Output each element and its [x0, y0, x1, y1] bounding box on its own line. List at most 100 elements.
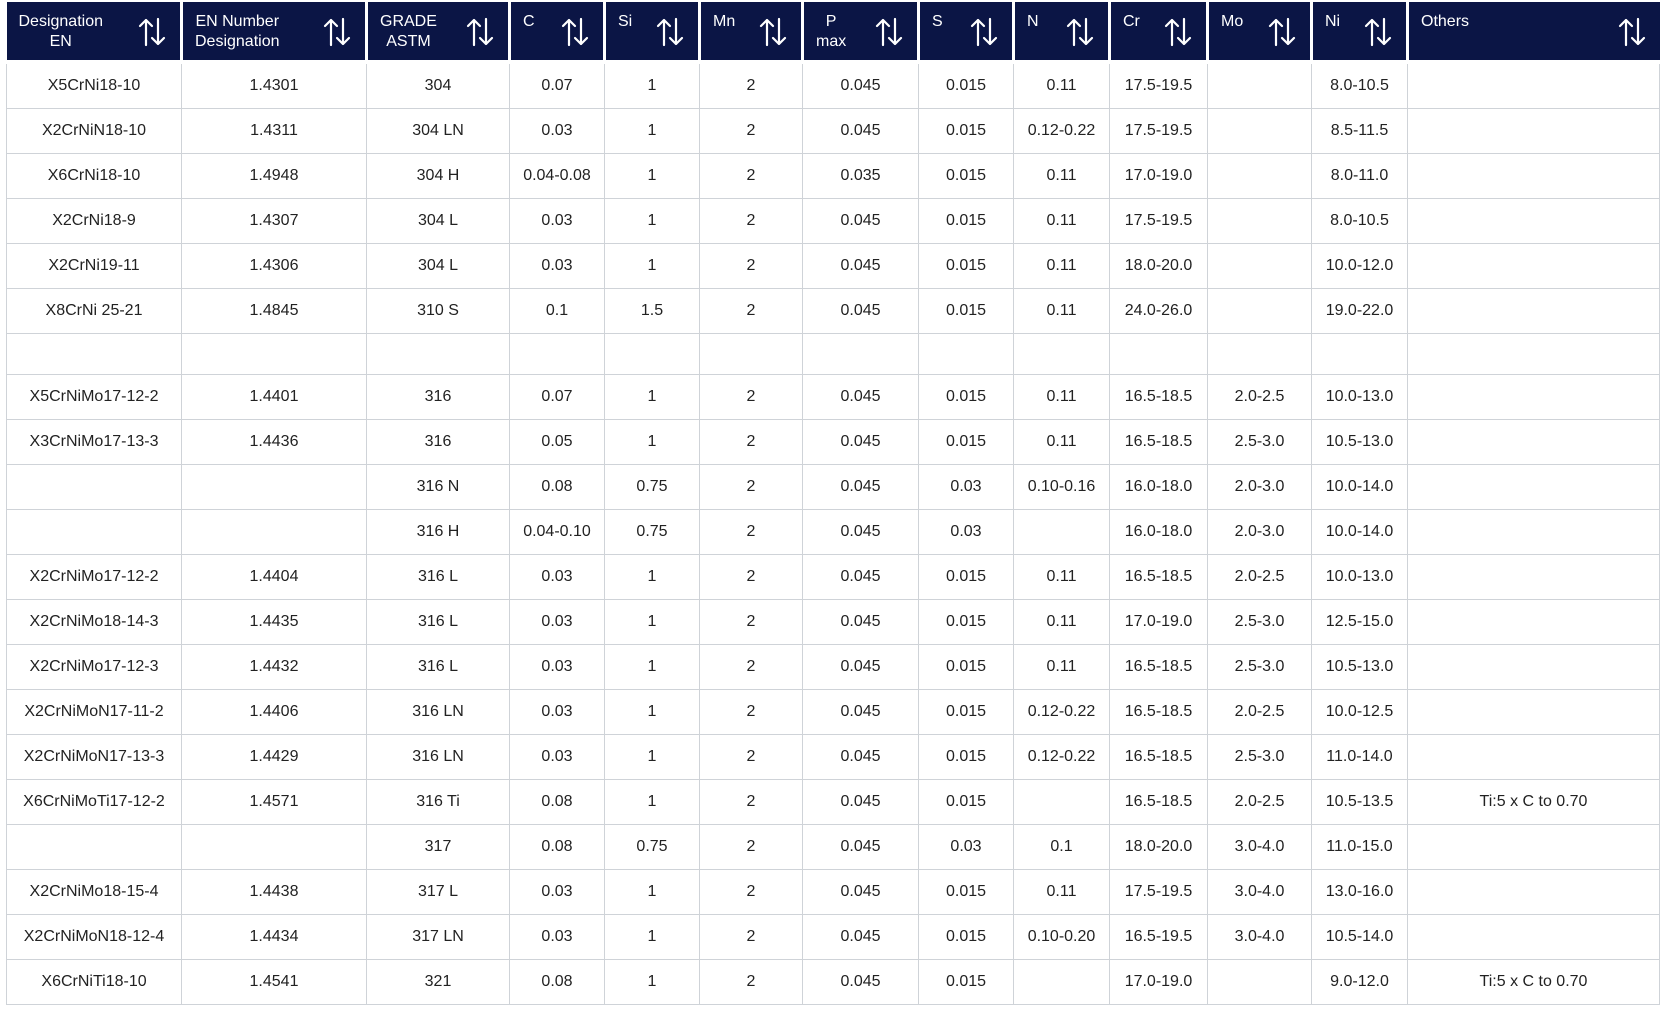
cell-c: 0.04-0.10: [509, 509, 605, 555]
table-row: X6CrNi18-10 1.4948 304 H 0.04-0.08 1 2 0.035 0.…: [6, 153, 1660, 199]
column-header-label: Mo: [1221, 12, 1243, 32]
table-row: X2CrNiMoN17-13-3 1.4429 316 LN 0.03 1 2 0.045 0…: [6, 734, 1660, 780]
cell-mn: 2: [699, 869, 803, 915]
cell-ni: 10.0-14.0: [1311, 464, 1408, 510]
cell-en-number: [181, 464, 367, 510]
column-header-grade-astm[interactable]: GRADE ASTM: [366, 2, 511, 62]
column-header-c[interactable]: C: [509, 2, 606, 62]
cell-mo: 2.0-2.5: [1207, 689, 1312, 735]
column-header-mn[interactable]: Mn: [699, 2, 804, 62]
header-line-2: max: [816, 33, 847, 50]
cell-p-max: 0.045: [802, 554, 919, 600]
sort-arrows-icon[interactable]: [1164, 16, 1192, 48]
column-header-en-number[interactable]: EN Number Designation: [181, 2, 368, 62]
cell-mn: 2: [699, 288, 803, 334]
cell-ni: 8.5-11.5: [1311, 108, 1408, 154]
sort-arrows-icon[interactable]: [323, 16, 351, 48]
cell-mo: [1207, 198, 1312, 244]
cell-grade-astm: 316 H: [366, 509, 510, 555]
sort-arrows-icon[interactable]: [759, 16, 787, 48]
cell-mo: 2.0-3.0: [1207, 464, 1312, 510]
cell-grade-astm: 316 Ti: [366, 779, 510, 825]
table-row: 316 H 0.04-0.10 0.75 2 0.045 0.03 16.0-18.0 2.0…: [6, 509, 1660, 555]
cell-others: [1407, 554, 1660, 600]
cell-designation-en: X6CrNi18-10: [6, 153, 182, 199]
sort-arrows-icon[interactable]: [1364, 16, 1392, 48]
cell-mn: 2: [699, 644, 803, 690]
cell-ni: 9.0-12.0: [1311, 959, 1408, 1005]
sort-arrows-icon[interactable]: [561, 16, 589, 48]
column-header-mo[interactable]: Mo: [1207, 2, 1313, 62]
cell-p-max: 0.035: [802, 153, 919, 199]
cell-s: 0.015: [918, 689, 1014, 735]
cell-others: [1407, 108, 1660, 154]
cell-designation-en: X2CrNiMoN18-12-4: [6, 914, 182, 960]
cell-mo: [1207, 959, 1312, 1005]
cell-en-number: 1.4429: [181, 734, 367, 780]
cell-cr: 16.5-18.5: [1109, 554, 1208, 600]
cell-grade-astm: 317 LN: [366, 914, 510, 960]
cell-en-number: 1.4435: [181, 599, 367, 645]
sort-arrows-icon[interactable]: [138, 16, 166, 48]
sort-arrows-icon[interactable]: [1066, 16, 1094, 48]
cell-ni: 10.5-14.0: [1311, 914, 1408, 960]
cell-c: [509, 333, 605, 375]
cell-si: 1: [604, 554, 700, 600]
cell-designation-en: X2CrNi19-11: [6, 243, 182, 289]
cell-si: 1: [604, 599, 700, 645]
cell-en-number: 1.4436: [181, 419, 367, 465]
column-header-ni[interactable]: Ni: [1311, 2, 1409, 62]
cell-cr: 17.0-19.0: [1109, 959, 1208, 1005]
sort-arrows-icon[interactable]: [656, 16, 684, 48]
column-header-label: Cr: [1123, 12, 1140, 32]
header-line-1: N: [1027, 13, 1039, 30]
cell-en-number: 1.4406: [181, 689, 367, 735]
table-row: 316 N 0.08 0.75 2 0.045 0.03 0.10-0.16 16.0-18.…: [6, 464, 1660, 510]
column-header-si[interactable]: Si: [604, 2, 701, 62]
column-header-cr[interactable]: Cr: [1109, 2, 1209, 62]
cell-en-number: 1.4432: [181, 644, 367, 690]
cell-ni: 11.0-14.0: [1311, 734, 1408, 780]
cell-si: 0.75: [604, 464, 700, 510]
cell-s: 0.015: [918, 959, 1014, 1005]
cell-grade-astm: 316 LN: [366, 734, 510, 780]
cell-c: 0.03: [509, 554, 605, 600]
cell-en-number: 1.4306: [181, 243, 367, 289]
cell-ni: 10.5-13.0: [1311, 644, 1408, 690]
cell-ni: 13.0-16.0: [1311, 869, 1408, 915]
cell-others: [1407, 914, 1660, 960]
cell-mn: 2: [699, 374, 803, 420]
column-header-others[interactable]: Others: [1407, 2, 1660, 62]
cell-mo: [1207, 288, 1312, 334]
cell-mo: [1207, 60, 1312, 109]
cell-s: 0.015: [918, 869, 1014, 915]
cell-designation-en: X6CrNiTi18-10: [6, 959, 182, 1005]
header-line-1: C: [523, 13, 535, 30]
cell-c: 0.08: [509, 824, 605, 870]
sort-arrows-icon[interactable]: [970, 16, 998, 48]
column-header-s[interactable]: S: [918, 2, 1015, 62]
cell-s: 0.015: [918, 243, 1014, 289]
table-body: X5CrNi18-10 1.4301 304 0.07 1 2 0.045 0.015 0.11…: [6, 60, 1660, 1005]
sort-arrows-icon[interactable]: [1618, 16, 1646, 48]
cell-p-max: 0.045: [802, 689, 919, 735]
cell-grade-astm: 316 LN: [366, 689, 510, 735]
cell-ni: 8.0-11.0: [1311, 153, 1408, 199]
cell-si: 1.5: [604, 288, 700, 334]
cell-c: 0.03: [509, 599, 605, 645]
table-row: X2CrNiMo17-12-2 1.4404 316 L 0.03 1 2 0.045 0.0…: [6, 554, 1660, 600]
cell-grade-astm: 304 L: [366, 243, 510, 289]
column-header-designation-en[interactable]: Designation EN: [6, 2, 183, 62]
sort-arrows-icon[interactable]: [1268, 16, 1296, 48]
cell-s: 0.015: [918, 419, 1014, 465]
cell-en-number: 1.4401: [181, 374, 367, 420]
sort-arrows-icon[interactable]: [875, 16, 903, 48]
cell-designation-en: X2CrNiMoN17-13-3: [6, 734, 182, 780]
sort-arrows-icon[interactable]: [466, 16, 494, 48]
table-row: X6CrNiTi18-10 1.4541 321 0.08 1 2 0.045 0.015 17…: [6, 959, 1660, 1005]
column-header-n[interactable]: N: [1013, 2, 1111, 62]
cell-ni: 10.5-13.0: [1311, 419, 1408, 465]
cell-p-max: 0.045: [802, 288, 919, 334]
cell-mo: [1207, 153, 1312, 199]
